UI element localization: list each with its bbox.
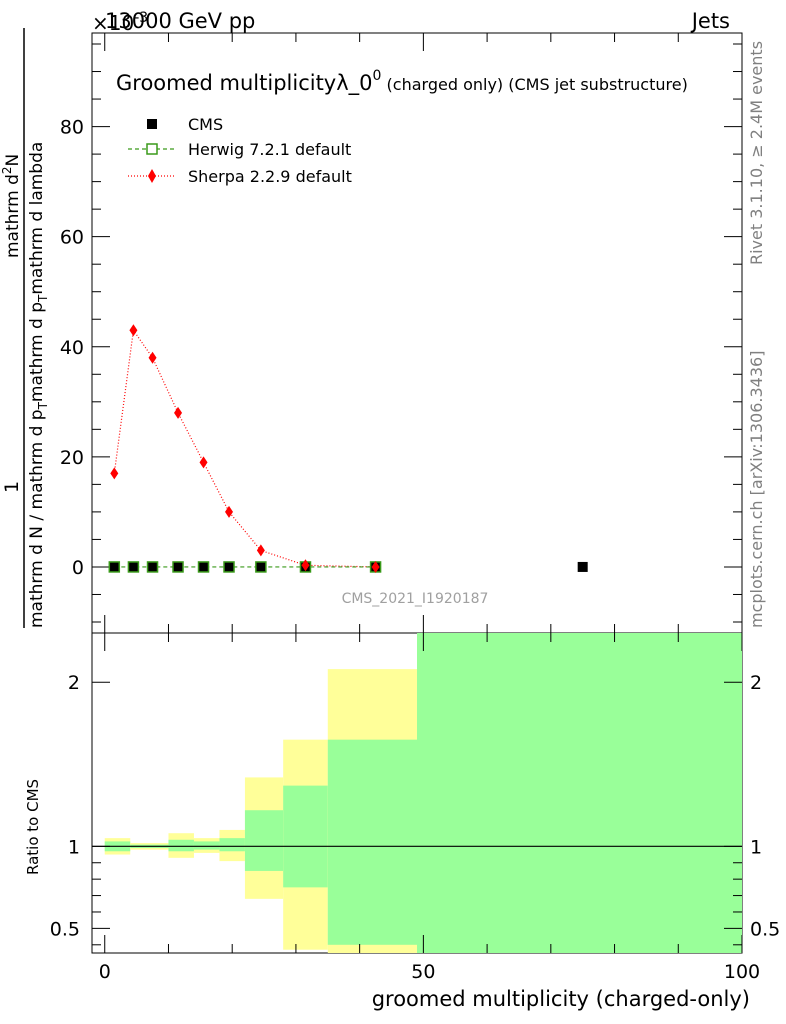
cms-point: [577, 561, 588, 572]
cms-point: [224, 561, 235, 572]
ratio-band-green: [193, 841, 220, 850]
ratio-band-green: [168, 839, 194, 852]
ratio-axis-ticks: 0.5 0.5 1 1 2 2: [50, 672, 780, 946]
cms-point: [109, 561, 120, 572]
ratio-y-tick-label: 1: [68, 836, 80, 858]
x-axis-label: groomed multiplicity (charged-only): [372, 987, 750, 1011]
ratio-y-tick-label-right: 2: [750, 672, 762, 694]
cms-point: [255, 561, 266, 572]
herwig-point: [127, 561, 140, 573]
legend-entry-cms: CMS: [147, 115, 223, 134]
legend-entry-herwig: Herwig 7.2.1 default: [128, 140, 351, 159]
ratio-band-green: [244, 810, 284, 871]
ratio-y-tick-label: 2: [68, 672, 80, 694]
sherpa-point: [199, 456, 208, 469]
main-y-tick-label: 80: [60, 117, 84, 139]
series-layer: [108, 324, 588, 573]
herwig-point: [223, 561, 235, 573]
cms-point: [147, 561, 158, 572]
x-tick-label: 50: [411, 961, 435, 983]
sherpa-point: [148, 351, 157, 364]
sherpa-point: [256, 544, 265, 557]
legend-entry-sherpa: Sherpa 2.2.9 default: [128, 167, 352, 186]
sherpa-point: [129, 324, 138, 337]
cms-point: [128, 561, 139, 572]
ratio-band-green: [417, 633, 742, 953]
ratio-y-tick-label-right: 1: [750, 836, 762, 858]
herwig-point: [108, 561, 121, 573]
ratio-band-green: [283, 785, 328, 888]
ratio-bands: [92, 633, 742, 953]
main-axis-ticks: 0 20 40 60 80 0 50 100: [60, 33, 760, 983]
ratio-y-tick-label-right: 0.5: [750, 918, 780, 940]
ratio-y-tick-label: 0.5: [50, 918, 80, 940]
svg-text:CMS: CMS: [188, 115, 223, 134]
herwig-point: [146, 561, 159, 573]
rivet-label: Rivet 3.1.10, ≥ 2.4M events: [747, 41, 766, 265]
ratio-y-axis-label: Ratio to CMS: [24, 779, 42, 875]
mcplots-label: mcplots.cern.ch [arXiv:1306.3436]: [747, 351, 766, 628]
analysis-watermark: CMS_2021_I1920187: [342, 591, 489, 607]
cms-point: [173, 561, 184, 572]
svg-text:Herwig 7.2.1 default: Herwig 7.2.1 default: [188, 140, 351, 159]
svg-text:mathrm d N / mathrm d pTmathrm: mathrm d N / mathrm d pTmathrm d pTmathr…: [27, 142, 50, 628]
ratio-band-green: [219, 838, 245, 852]
main-y-tick-label: 20: [60, 447, 84, 469]
herwig-point: [172, 561, 184, 573]
sherpa-point: [225, 505, 234, 518]
herwig-point: [197, 561, 210, 573]
main-y-axis-label: mathrm d N / mathrm d pTmathrm d pTmathr…: [0, 28, 50, 628]
category-label: Jets: [690, 9, 730, 33]
svg-text:Sherpa 2.2.9 default: Sherpa 2.2.9 default: [188, 167, 352, 186]
sherpa-point: [301, 559, 310, 572]
cms-point: [198, 561, 209, 572]
main-y-tick-label: 0: [72, 557, 84, 579]
plot-title: Groomed multiplicityλ_00 (charged only) …: [116, 68, 688, 96]
energy-label: 13000 GeV pp: [105, 9, 255, 33]
sherpa-point: [110, 467, 119, 480]
svg-text:mathrm d2N: mathrm d2N: [0, 154, 23, 258]
x-tick-label: 100: [724, 961, 760, 983]
main-y-tick-label: 60: [60, 227, 84, 249]
legend: CMS Herwig 7.2.1 default Sherpa 2.2.9 de…: [128, 115, 352, 186]
herwig-point: [255, 561, 267, 573]
x-tick-label: 0: [99, 961, 111, 983]
main-y-tick-label: 40: [60, 337, 84, 359]
sherpa-point: [371, 560, 380, 573]
ratio-band-green: [327, 739, 417, 945]
exponent-label: ×10-3: [92, 10, 148, 35]
svg-text:1: 1: [1, 481, 23, 493]
sherpa-point: [174, 406, 183, 419]
sherpa-line: [113, 328, 376, 568]
